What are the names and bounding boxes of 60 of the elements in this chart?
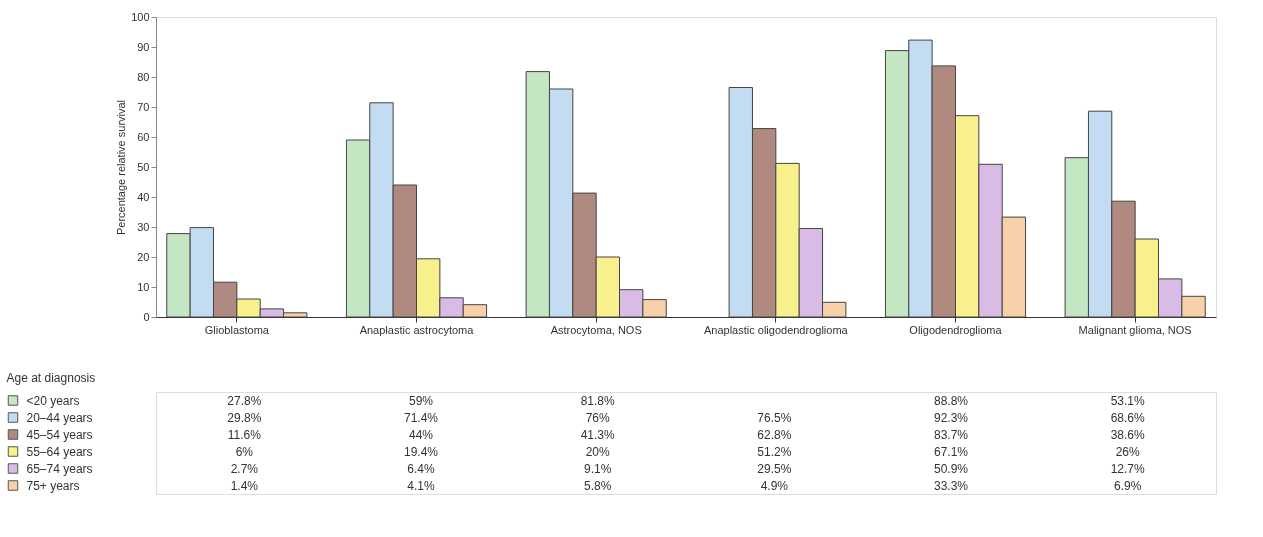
data-label: 59% bbox=[408, 393, 434, 408]
data-label: 11.6% bbox=[227, 427, 262, 442]
data-label: 76% bbox=[585, 410, 610, 425]
data-label: 26% bbox=[1115, 444, 1140, 459]
data-label: 27.8% bbox=[227, 393, 262, 408]
y-tick-label: 60 bbox=[137, 130, 150, 143]
data-label: 2.7% bbox=[230, 461, 259, 476]
data-label: 12.7% bbox=[1110, 461, 1146, 476]
legend-label: 20–44 years bbox=[26, 411, 93, 425]
data-label: 19.4% bbox=[403, 444, 439, 459]
data-label: 67.1% bbox=[933, 444, 969, 459]
data-label: 1.4% bbox=[230, 478, 259, 493]
x-tick-label: Anaplastic oligodendroglioma bbox=[703, 323, 849, 336]
x-tick-label: Astrocytoma, NOS bbox=[550, 323, 642, 336]
data-label: 62.8% bbox=[757, 427, 792, 442]
data-label: 83.7% bbox=[933, 427, 969, 442]
legend-label: 75+ years bbox=[26, 479, 80, 493]
y-axis-title: Percentage relative survival bbox=[115, 99, 128, 236]
data-label: 51.2% bbox=[757, 444, 792, 459]
data-label: 20% bbox=[585, 444, 610, 459]
data-label: 92.3% bbox=[933, 410, 969, 425]
data-label: 88.8% bbox=[933, 393, 969, 408]
y-tick-label: 100 bbox=[131, 10, 150, 23]
x-tick-label: Glioblastoma bbox=[204, 323, 270, 336]
y-tick-label: 0 bbox=[143, 310, 150, 323]
y-tick-label: 90 bbox=[137, 40, 150, 53]
y-tick-label: 30 bbox=[137, 220, 150, 233]
data-label: 53.1% bbox=[1110, 393, 1146, 408]
data-label: 6.9% bbox=[1113, 478, 1142, 493]
data-label: 6% bbox=[235, 444, 254, 459]
data-label: 33.3% bbox=[933, 478, 969, 493]
y-tick-label: 20 bbox=[137, 250, 150, 263]
y-tick-label: 10 bbox=[137, 280, 150, 293]
legend-label: 45–54 years bbox=[26, 428, 93, 442]
y-tick-label: 80 bbox=[137, 70, 150, 83]
data-label: 4.1% bbox=[407, 478, 435, 493]
data-label: 71.4% bbox=[403, 410, 439, 425]
data-label: 5.8% bbox=[583, 478, 612, 493]
data-label: 50.9% bbox=[933, 461, 969, 476]
y-tick-label: 50 bbox=[137, 160, 150, 173]
data-label: 81.8% bbox=[580, 393, 616, 408]
data-label: 44% bbox=[408, 427, 434, 442]
data-label: 76.5% bbox=[757, 410, 792, 425]
legend-title: Age at diagnosis bbox=[6, 370, 96, 385]
data-label: 29.8% bbox=[227, 410, 262, 425]
x-tick-label: Oligodendroglioma bbox=[909, 323, 1003, 336]
data-label: 6.4% bbox=[407, 461, 435, 476]
data-label: 68.6% bbox=[1110, 410, 1146, 425]
legend-label: <20 years bbox=[26, 394, 80, 408]
y-tick-label: 70 bbox=[137, 100, 150, 113]
y-tick-label: 40 bbox=[137, 190, 150, 203]
data-label: 38.6% bbox=[1110, 427, 1146, 442]
x-tick-label: Anaplastic astrocytoma bbox=[359, 323, 475, 336]
data-label: 9.1% bbox=[583, 461, 612, 476]
data-label: 4.9% bbox=[760, 478, 789, 493]
data-label: 41.3% bbox=[580, 427, 616, 442]
x-tick-label: Malignant glioma, NOS bbox=[1078, 323, 1192, 336]
legend-label: 65–74 years bbox=[26, 462, 93, 476]
data-label: 29.5% bbox=[757, 461, 792, 476]
legend-label: 55–64 years bbox=[26, 445, 93, 459]
